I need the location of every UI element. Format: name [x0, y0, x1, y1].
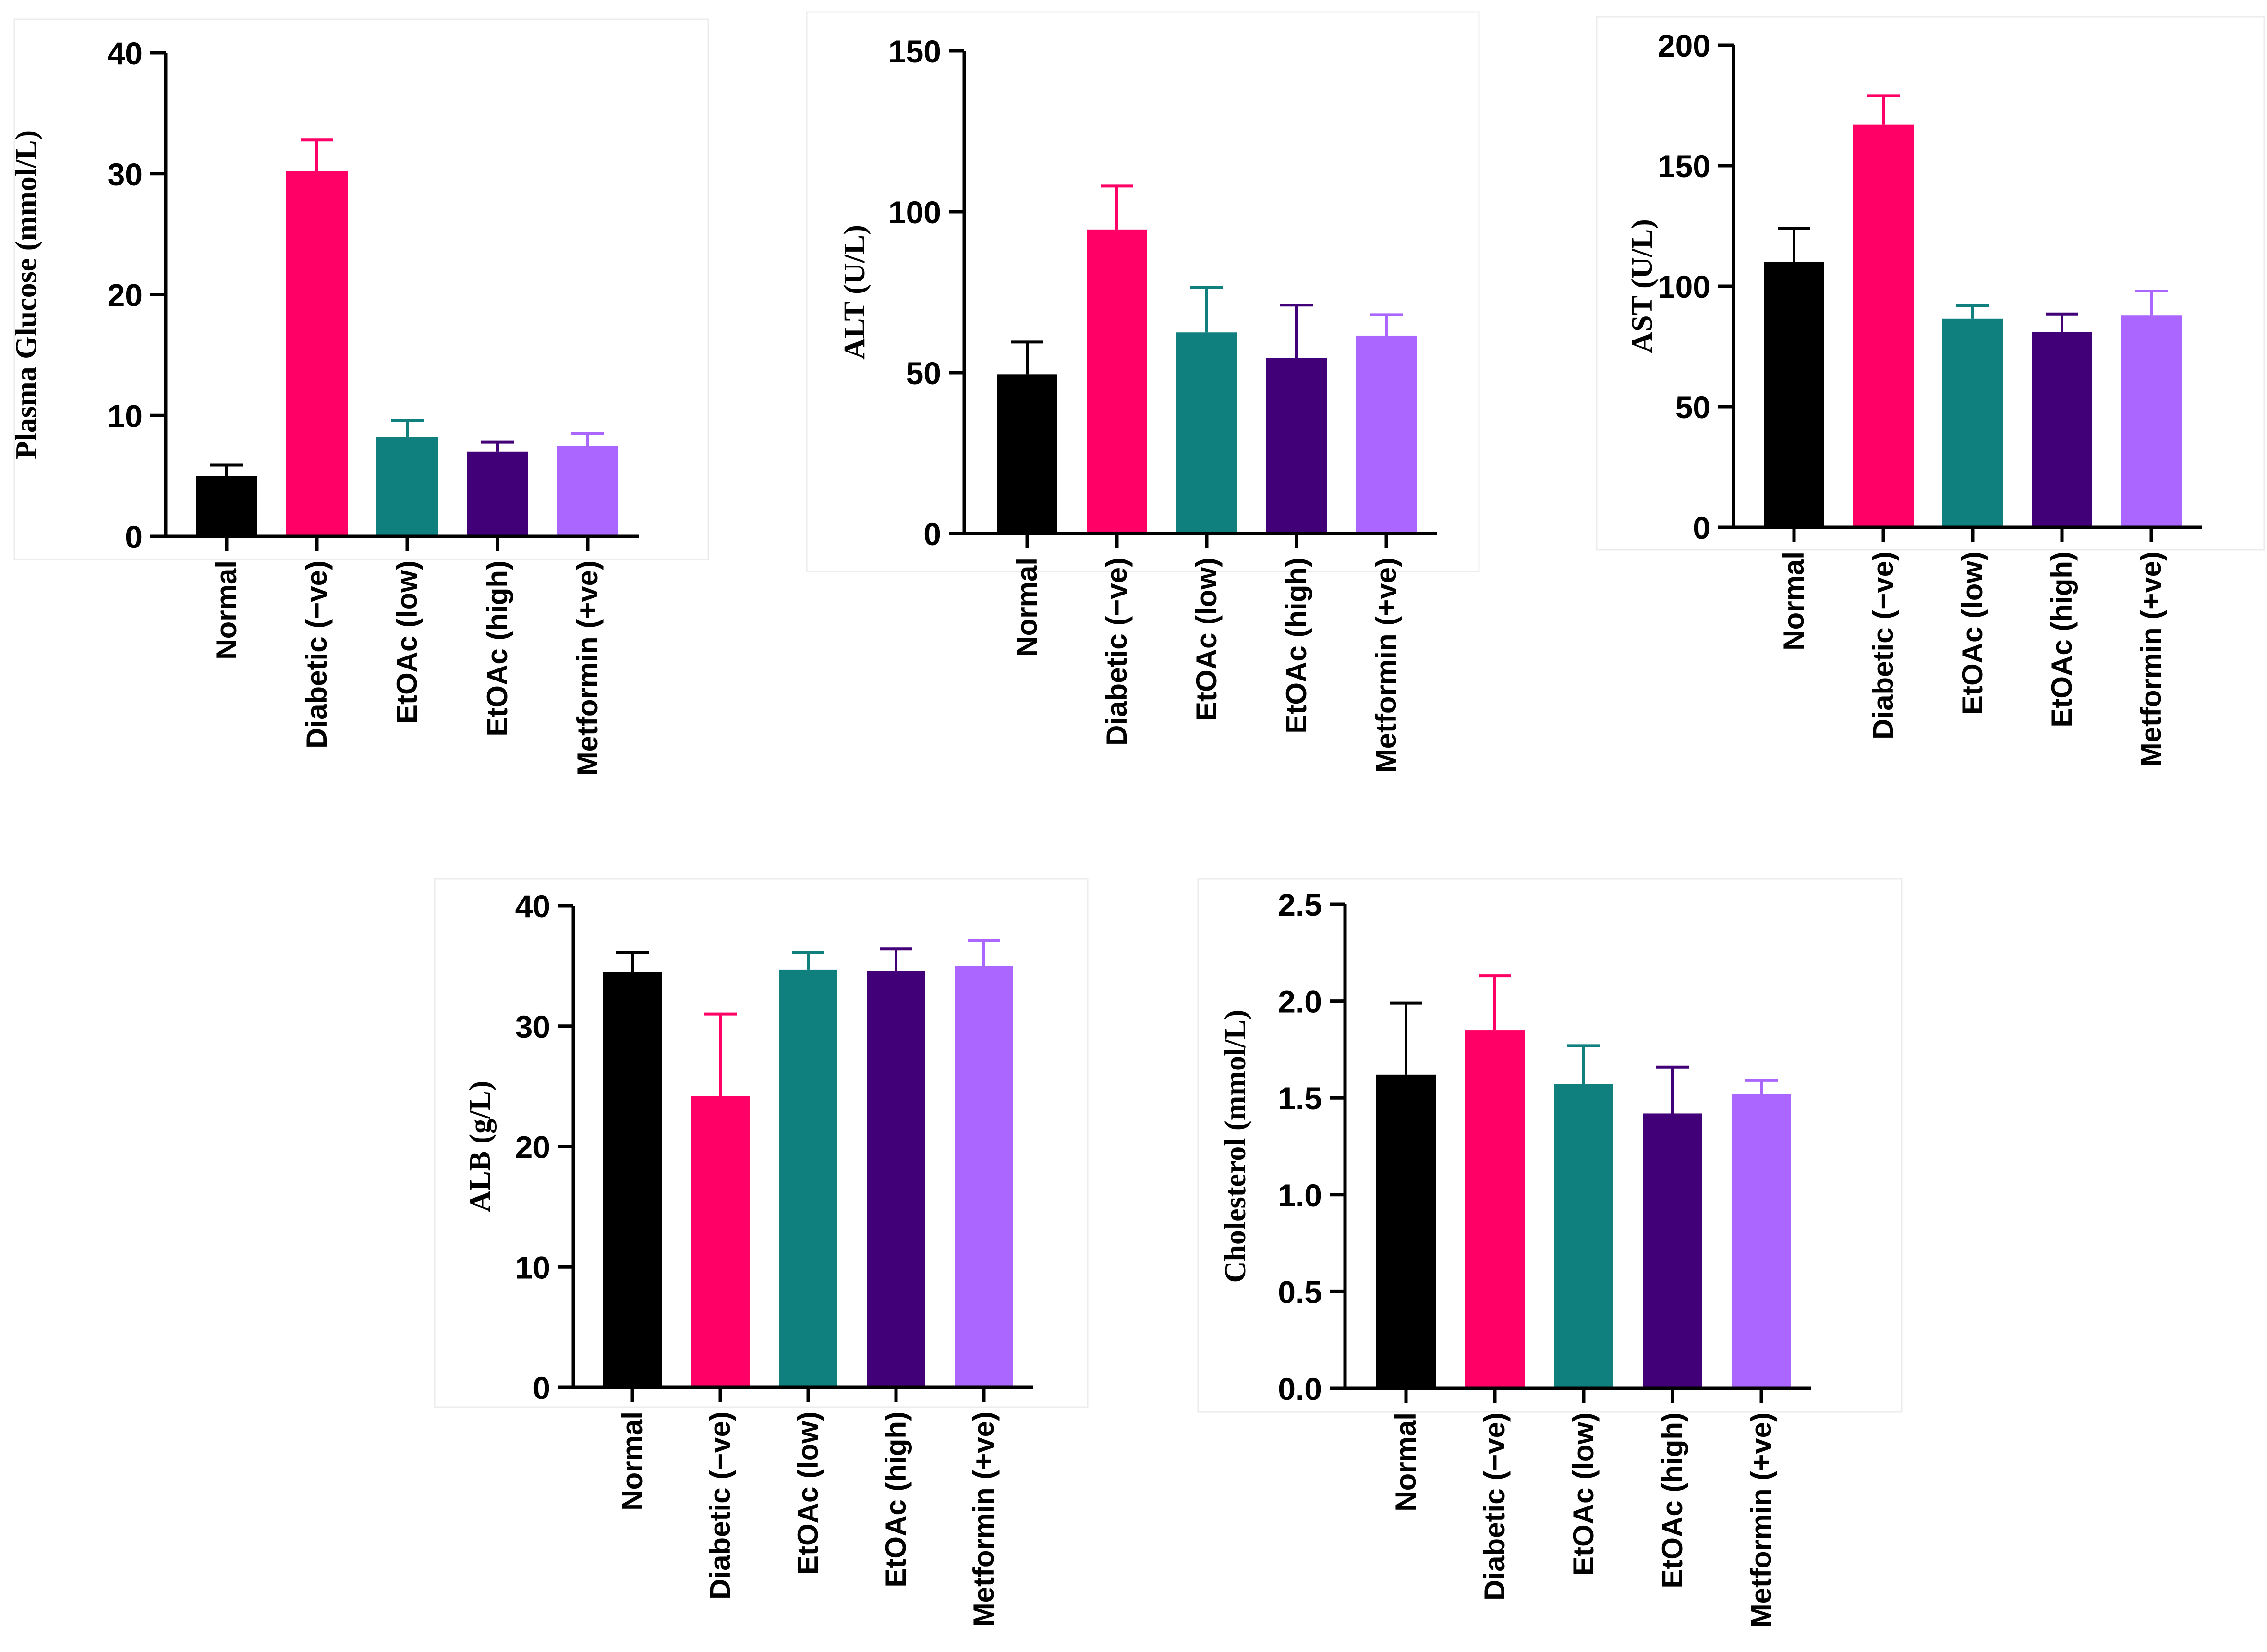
bar-3: [1942, 318, 2003, 527]
y-tick-label-2: 20: [108, 278, 143, 313]
chart-panel-1: 0 10 20 30 40 Normal Diabetic (−ve) EtOAc (low)…: [10, 18, 709, 776]
bar-4: [2032, 332, 2092, 527]
x-tick-label-2: Diabetic (−ve): [1101, 558, 1133, 746]
x-tick-label-5: Metformin (+ve): [1370, 558, 1402, 773]
bar-3: [376, 437, 438, 536]
bar-1: [196, 476, 257, 536]
bar-4: [867, 971, 925, 1387]
x-tick-label-2: Diabetic (−ve): [1867, 551, 1899, 740]
chart-panel-5: 0.0 0.5 1.0 1.5 2.0 2.5 Normal Diabetic (−ve) Et…: [1197, 878, 1903, 1628]
bar-4: [1643, 1113, 1702, 1388]
y-tick-label-3: 30: [515, 1009, 550, 1045]
y-tick-label-1: 10: [515, 1250, 550, 1285]
y-tick-label-3: 150: [888, 34, 941, 69]
x-tick-label-4: EtOAc (high): [481, 560, 513, 737]
x-tick-label-5: Metformin (+ve): [968, 1411, 1000, 1627]
x-tick-label-3: EtOAc (low): [391, 560, 423, 724]
y-axis-title: Cholesterol (mmol/L): [1219, 1010, 1252, 1283]
x-tick-label-5: Metformin (+ve): [1745, 1412, 1777, 1628]
x-tick-label-2: Diabetic (−ve): [1479, 1412, 1511, 1601]
y-tick-label-1: 10: [108, 398, 143, 434]
bar-2: [1465, 1030, 1525, 1388]
x-tick-label-1: Normal: [1778, 551, 1810, 651]
y-axis-title: ALB (g/L): [464, 1081, 497, 1213]
y-tick-label-1: 0.5: [1278, 1274, 1322, 1310]
bar-2: [691, 1096, 750, 1387]
bar-5: [1356, 335, 1417, 534]
chart-panel-2: 0 50 100 150 Normal Diabetic (−ve) EtOAc (low)…: [806, 11, 1480, 773]
x-tick-label-4: EtOAc (high): [880, 1411, 912, 1588]
bar-3: [779, 969, 837, 1387]
bar-1: [603, 972, 662, 1387]
x-tick-label-1: Normal: [1390, 1412, 1422, 1512]
x-tick-label-3: EtOAc (low): [1567, 1412, 1600, 1576]
bar-3: [1554, 1084, 1613, 1388]
panel-frame: [1197, 878, 1903, 1413]
x-tick-label-4: EtOAc (high): [1656, 1412, 1688, 1589]
x-tick-label-1: Normal: [1011, 558, 1043, 657]
y-axis-title: AST (U/L): [1626, 219, 1659, 353]
y-tick-label-2: 20: [515, 1130, 550, 1165]
y-tick-label-4: 40: [515, 888, 550, 924]
x-tick-label-1: Normal: [210, 560, 242, 660]
y-tick-label-3: 150: [1658, 148, 1710, 184]
bar-2: [1087, 229, 1147, 534]
bar-5: [1732, 1094, 1791, 1388]
x-tick-label-3: EtOAc (low): [792, 1411, 824, 1575]
y-tick-label-4: 40: [108, 36, 143, 71]
panel-frame: [13, 18, 709, 560]
panel-frame: [806, 11, 1480, 572]
y-tick-label-4: 200: [1658, 28, 1710, 63]
y-axis-title: ALT (U/L): [838, 225, 871, 360]
y-tick-label-0: 0: [533, 1370, 550, 1406]
y-tick-label-1: 50: [1675, 389, 1710, 425]
x-tick-label-2: Diabetic (−ve): [704, 1411, 736, 1600]
bar-1: [997, 374, 1057, 534]
bar-4: [1266, 358, 1327, 534]
x-tick-label-4: EtOAc (high): [1280, 558, 1312, 734]
panel-frame: [1596, 16, 2265, 551]
x-tick-label-5: Metformin (+ve): [571, 560, 604, 776]
y-tick-label-0: 0: [1693, 510, 1710, 546]
y-tick-label-2: 1.0: [1278, 1178, 1322, 1213]
bar-5: [2121, 315, 2182, 527]
x-tick-label-5: Metformin (+ve): [2135, 551, 2167, 766]
chart-panel-3: 0 50 100 150 200 Normal Diabetic (−ve) EtOAc (l…: [1596, 16, 2265, 766]
y-tick-label-5: 2.5: [1278, 887, 1322, 923]
y-tick-label-2: 100: [1658, 269, 1710, 304]
bar-2: [286, 171, 348, 537]
bar-1: [1764, 262, 1824, 527]
x-tick-label-1: Normal: [616, 1411, 648, 1511]
x-tick-label-2: Diabetic (−ve): [301, 560, 333, 749]
x-tick-label-3: EtOAc (low): [1956, 551, 1988, 715]
panel-frame: [434, 878, 1089, 1408]
y-tick-label-0: 0.0: [1278, 1371, 1322, 1407]
bar-5: [557, 446, 618, 536]
bar-1: [1376, 1074, 1436, 1388]
y-tick-label-0: 0: [923, 516, 941, 552]
y-tick-label-4: 2.0: [1278, 984, 1322, 1020]
y-tick-label-1: 50: [906, 355, 941, 391]
x-tick-label-3: EtOAc (low): [1190, 558, 1223, 721]
y-tick-label-3: 1.5: [1278, 1081, 1322, 1116]
y-tick-label-2: 100: [888, 194, 941, 230]
bar-5: [955, 966, 1013, 1387]
x-tick-label-4: EtOAc (high): [2046, 551, 2078, 728]
bar-4: [467, 451, 528, 536]
y-axis-title: Plasma Glucose (mmol/L): [10, 130, 43, 459]
chart-panel-4: 0 10 20 30 40 Normal Diabetic (−ve) EtOAc (low)…: [434, 878, 1089, 1627]
y-tick-label-0: 0: [125, 519, 143, 555]
bar-2: [1853, 124, 1914, 527]
y-tick-label-3: 30: [108, 157, 143, 192]
bar-3: [1176, 332, 1237, 534]
